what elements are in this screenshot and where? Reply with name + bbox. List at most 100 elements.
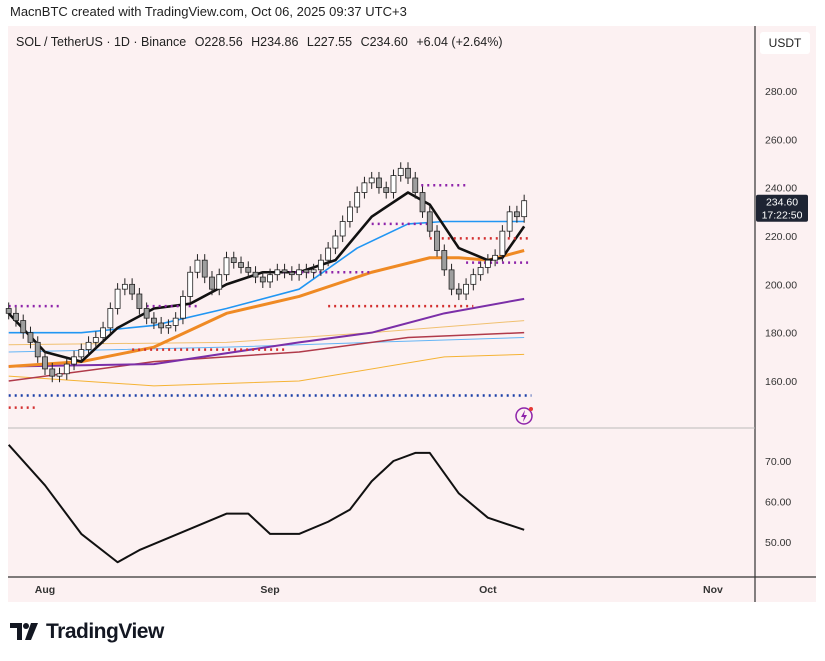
oscillator-tick: 60.00 <box>765 497 791 509</box>
candle-body <box>194 259 201 273</box>
candle-body <box>150 317 157 324</box>
candle-body <box>383 187 390 193</box>
candle-body <box>274 269 281 276</box>
ma-line-ma-tan <box>8 320 525 346</box>
notification-dot <box>529 407 533 411</box>
candle-body <box>63 363 70 375</box>
currency-button[interactable]: USDT <box>760 32 810 54</box>
candle-body <box>143 308 150 319</box>
candle-body <box>441 250 448 271</box>
price-tick: 260.00 <box>765 134 797 146</box>
ma-line-ma-yellow <box>8 353 525 387</box>
price-label-box <box>756 194 808 222</box>
candle-body <box>56 373 63 377</box>
price-tick: 220.00 <box>765 231 797 243</box>
candle-body <box>296 269 303 276</box>
brand-name: TradingView <box>46 620 164 643</box>
lightning-icon <box>521 410 527 422</box>
candle-body <box>281 269 288 273</box>
price-tick: 200.00 <box>765 279 797 291</box>
candle-body <box>405 167 411 179</box>
symbol-legend: SOL / TetherUS · 1D · Binance O228.56 H2… <box>16 35 508 49</box>
ohlc-open: O228.56 <box>194 35 243 49</box>
candle-body <box>5 308 12 314</box>
candle-body <box>484 259 491 268</box>
candle-body <box>426 211 433 232</box>
candle-body <box>27 332 34 343</box>
symbol-name[interactable]: SOL / TetherUS · 1D · Binance <box>16 35 187 49</box>
candle-body <box>288 271 295 276</box>
price-tick: 280.00 <box>765 86 797 98</box>
oscillator-line <box>7 444 525 564</box>
candle-body <box>34 341 41 358</box>
candle-body <box>463 283 469 295</box>
candle-body <box>361 182 368 193</box>
ohlc-low: L227.55 <box>306 35 353 49</box>
candle-body <box>514 211 520 218</box>
candle-body <box>42 356 48 370</box>
ma-line-ema-slow <box>8 249 525 369</box>
ohlc-high: H234.86 <box>251 35 299 49</box>
candle-body <box>121 283 128 290</box>
candle-body <box>390 175 397 193</box>
candle-body <box>136 293 143 309</box>
candle-body <box>303 269 310 273</box>
candle-body <box>267 274 273 283</box>
candle-body <box>455 288 462 295</box>
ma-line-ma-red <box>8 331 525 382</box>
candle-body <box>317 259 324 271</box>
candle-body <box>259 276 266 283</box>
candle-body <box>521 200 528 218</box>
candle-body <box>172 317 179 326</box>
candle-body <box>368 177 375 184</box>
candle-body <box>245 267 252 273</box>
tradingview-logo[interactable]: TradingView <box>10 620 164 644</box>
time-tick: Nov <box>703 584 723 596</box>
candle-body <box>252 271 259 278</box>
candle-body <box>470 274 477 285</box>
candle-body <box>201 259 208 278</box>
time-tick: Sep <box>260 584 279 596</box>
candle-body <box>492 254 499 261</box>
candle-body <box>49 368 56 377</box>
candle-body <box>499 230 506 256</box>
candle-body <box>347 206 353 222</box>
candle-body <box>325 247 332 261</box>
candle-body <box>376 177 382 189</box>
time-tick: Aug <box>35 584 55 596</box>
candle-body <box>332 235 339 249</box>
ma-line-ma-lightblue <box>8 337 525 353</box>
candle-body <box>238 262 244 268</box>
candle-body <box>100 327 106 338</box>
price-tick: 240.00 <box>765 183 797 195</box>
candle-body <box>158 322 165 329</box>
ohlc-close: C234.60 <box>360 35 408 49</box>
candle-body <box>13 312 19 321</box>
price-tick: 160.00 <box>765 376 797 388</box>
tradingview-logo-icon <box>10 623 38 640</box>
candle-body <box>339 221 346 237</box>
oscillator-tick: 50.00 <box>765 537 791 549</box>
alert-lightning-icon <box>515 407 533 425</box>
candle-body <box>230 257 237 263</box>
candle-body <box>180 296 186 319</box>
candle-body <box>20 320 27 334</box>
price-tick: 180.00 <box>765 328 797 340</box>
price-label-countdown: 17:22:50 <box>762 210 803 222</box>
candle-body <box>354 192 361 208</box>
candle-body <box>85 341 92 350</box>
oscillator-tick: 70.00 <box>765 456 791 468</box>
candle-body <box>310 269 317 273</box>
candle-body <box>216 274 223 290</box>
ohlc-change: +6.04 (+2.64%) <box>416 35 503 49</box>
candle-body <box>397 167 404 176</box>
candle-body <box>419 192 426 213</box>
candle-body <box>78 349 85 358</box>
candle-body <box>506 211 513 232</box>
candle-body <box>165 325 172 329</box>
candle-body <box>412 177 419 193</box>
candle-body <box>434 230 440 251</box>
candle-body <box>223 257 230 276</box>
candle-body <box>114 288 121 309</box>
